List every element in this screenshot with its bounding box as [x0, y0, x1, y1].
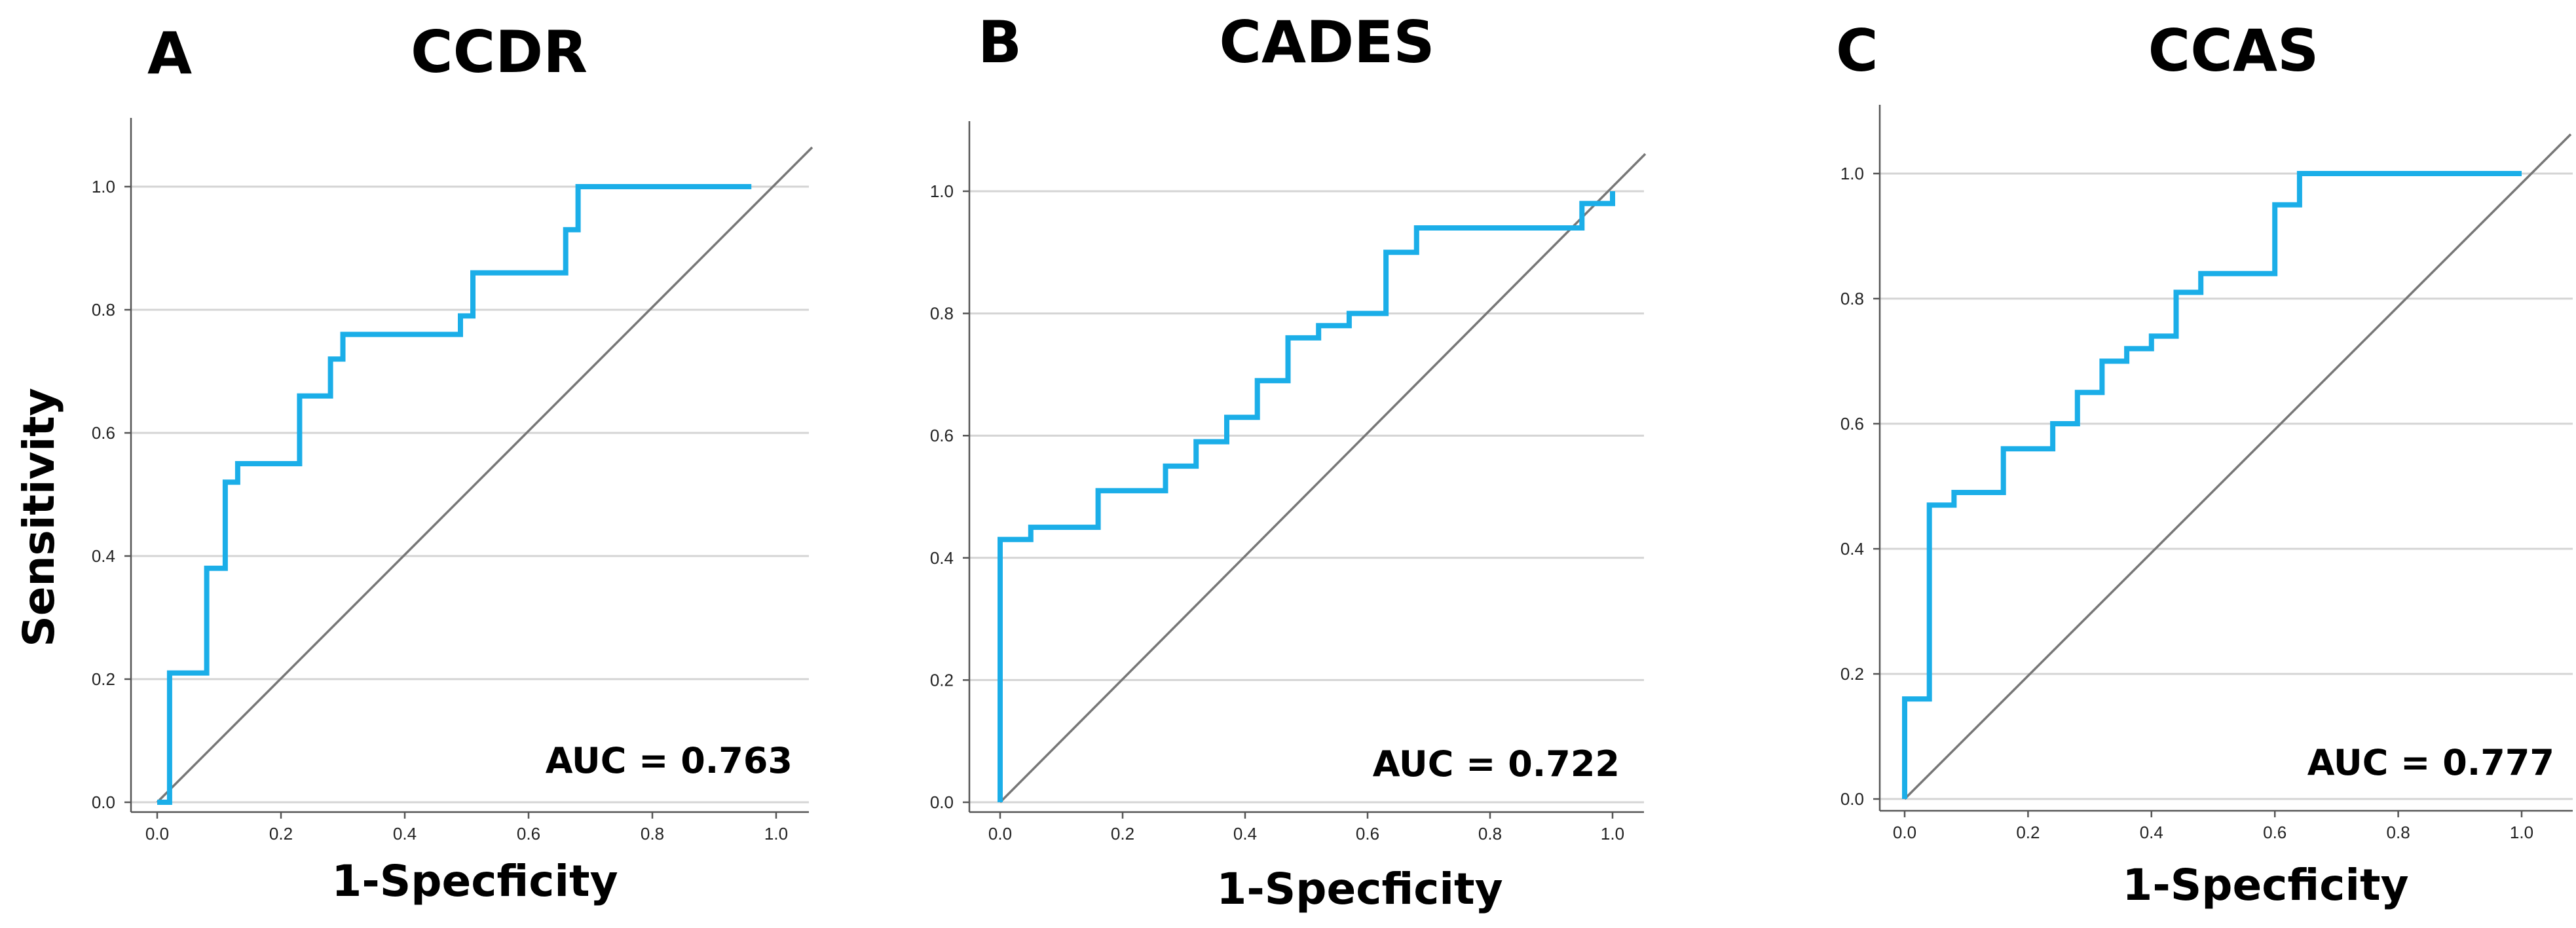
roc-curve [1902, 171, 2522, 799]
auc-label: AUC = 0.777 [2307, 742, 2554, 783]
chart-title: CCDR [411, 18, 588, 86]
y-tick-label: 0.2 [1840, 664, 1864, 684]
x-tick-label: 0.2 [1111, 824, 1134, 844]
tick-labels: 0.0 0.2 0.4 0.6 0.8 1.0 0.0 0.2 0.4 0.6 0.8 1.0 [930, 181, 1624, 844]
grid-lines [969, 190, 1644, 804]
panel-b: B CADES 0.0 0.2 0.4 0.6 0.8 1.00.00.20.40.60.… [930, 9, 1647, 914]
reference-diagonal [999, 153, 1647, 804]
x-axis-label: 1-Specficity [1216, 864, 1503, 914]
panel-letter: C [1836, 17, 1878, 84]
y-tick-label: 0.2 [92, 669, 115, 689]
panel-letter: B [978, 9, 1022, 76]
y-tick-label: 0.4 [930, 548, 954, 568]
y-tick-label: 0.8 [1840, 289, 1864, 308]
y-tick-label: 0.6 [930, 426, 954, 445]
panel-letter: A [147, 20, 192, 87]
y-tick-label: 0.0 [930, 792, 954, 812]
x-tick-label: 0.0 [145, 824, 169, 844]
y-tick-label: 0.8 [92, 300, 115, 320]
x-tick-label: 0.6 [2263, 823, 2287, 842]
x-tick-label: 1.0 [764, 824, 788, 844]
x-tick-label: 0.6 [1356, 824, 1379, 844]
y-tick-label: 0.0 [1840, 789, 1864, 809]
auc-label: AUC = 0.722 [1373, 743, 1620, 785]
x-tick-label: 0.0 [988, 824, 1012, 844]
y-tick-label: 0.6 [1840, 414, 1864, 434]
x-tick-label: 0.8 [2387, 823, 2410, 842]
reference-diagonal [156, 146, 813, 804]
x-tick-label: 0.2 [269, 824, 293, 844]
x-tick-label: 0.6 [517, 824, 540, 844]
auc-label: AUC = 0.763 [546, 740, 793, 781]
chart-title: CADES [1219, 9, 1434, 76]
x-tick-label: 1.0 [2510, 823, 2533, 842]
panel-c: C CCAS 0.0 0.2 0.4 0.6 0.8 1.0 0.0 0.2 0.4 0.6 0.8… [1836, 17, 2573, 910]
y-tick-label: 0.8 [930, 304, 954, 324]
x-tick-label: 1.0 [1601, 824, 1624, 844]
x-tick-label: 0.4 [393, 824, 417, 844]
axes [963, 121, 1644, 819]
y-tick-label: 1.0 [1840, 164, 1864, 183]
y-tick-label: 0.4 [1840, 539, 1864, 559]
y-tick-label: 1.0 [92, 177, 115, 196]
axes [124, 118, 809, 819]
y-tick-label: 0.4 [92, 546, 115, 566]
x-tick-label: 0.0 [1893, 823, 1916, 842]
x-tick-label: 0.4 [2140, 823, 2163, 842]
y-axis-label: Sensitivity [14, 388, 64, 647]
y-tick-label: 1.0 [930, 181, 954, 201]
reference-diagonal [1903, 133, 2572, 800]
y-tick-label: 0.0 [92, 792, 115, 812]
roc-curve [998, 191, 1615, 802]
tick-labels: 0.0 0.2 0.4 0.6 0.8 1.0 0.0 0.2 0.4 0.6 0.8 1.0 [1840, 164, 2533, 842]
y-tick-label: 0.2 [930, 670, 954, 690]
grid-lines [1880, 172, 2573, 800]
tick-labels: 0.0 0.2 0.4 0.6 0.8 1.0 0.0 0.2 0.4 0.6 0.8 1.0 [92, 177, 788, 844]
grid-lines [131, 185, 809, 804]
x-tick-label: 0.8 [1478, 824, 1502, 844]
x-axis-label: 1-Specficity [2122, 860, 2408, 910]
axes [1873, 105, 2573, 817]
roc-curve [157, 184, 752, 805]
chart-title: CCAS [2148, 17, 2319, 84]
x-tick-label: 0.4 [1233, 824, 1257, 844]
x-tick-label: 0.8 [641, 824, 664, 844]
x-tick-label: 0.2 [2016, 823, 2040, 842]
y-tick-label: 0.6 [92, 423, 115, 443]
x-axis-label: 1-Specficity [331, 856, 618, 906]
panel-a: A CCDR 0.0 0.2 0.4 0.6 0.8 1.0 0.0 0.2 0.4 0.6 0.8… [14, 18, 813, 906]
